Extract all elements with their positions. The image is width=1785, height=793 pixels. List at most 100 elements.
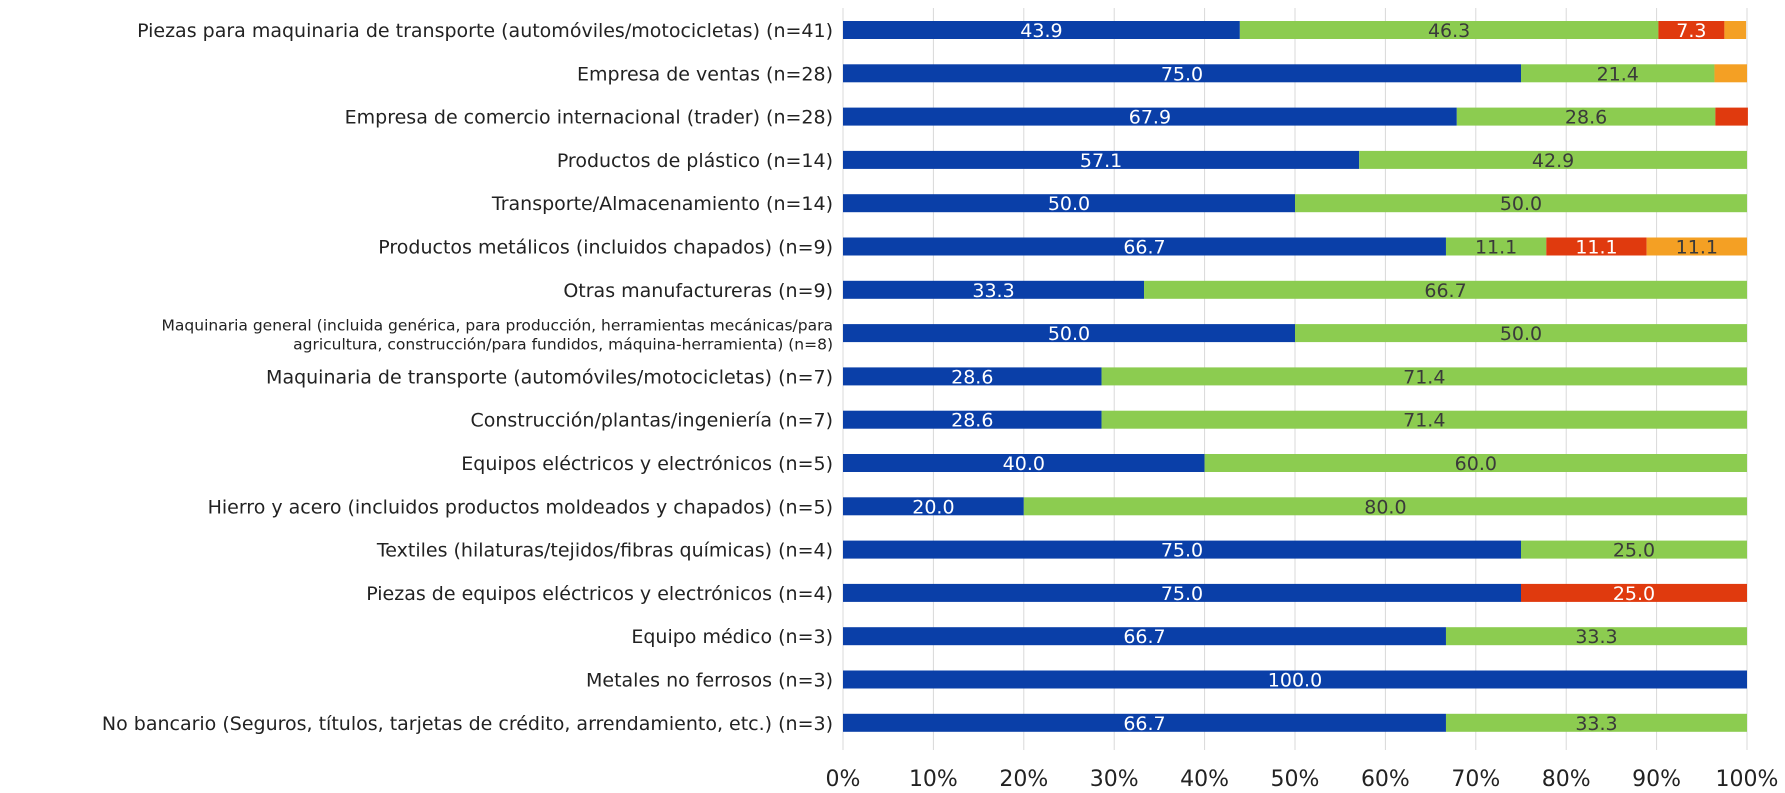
bar-segment	[1658, 21, 1725, 39]
bar-row: 75.0 25.0	[843, 540, 1747, 562]
category-label: Piezas de equipos eléctricos y electróni…	[366, 583, 833, 605]
bar-segment	[1295, 194, 1747, 213]
data-label: 33.3	[1575, 713, 1617, 735]
bar-segment	[1445, 713, 1747, 732]
bar-row: 50.0 50.0	[843, 323, 1747, 345]
data-label: 28.6	[1565, 107, 1607, 129]
bar-segment	[1715, 107, 1748, 126]
x-tick-label: 60%	[1361, 767, 1410, 792]
category-labels: Piezas para maquinaria de transporte (au…	[102, 20, 833, 735]
x-tick-label: 90%	[1632, 767, 1681, 792]
bar-row: 67.9 28.6	[843, 107, 1748, 129]
bar-segment	[1101, 367, 1747, 386]
bar-row: 33.3 66.7	[843, 280, 1747, 302]
bar-segment	[843, 324, 1295, 343]
category-label: No bancario (Seguros, títulos, tarjetas …	[102, 713, 833, 735]
bar-segment	[843, 410, 1102, 429]
bar-row: 57.1 42.9	[843, 150, 1747, 172]
bar-segment	[1546, 237, 1647, 256]
bar-segment	[843, 367, 1102, 386]
category-label: Metales no ferrosos (n=3)	[586, 670, 833, 692]
bar-segment	[843, 540, 1521, 559]
data-label: 42.9	[1532, 150, 1574, 172]
bar-segment	[1295, 324, 1747, 343]
bars: 43.9 46.3 7.375.0 21.467.9 28.657.1 42.950.0 5…	[843, 20, 1748, 735]
category-label: Maquinaria de transporte (automóviles/mo…	[266, 366, 833, 388]
data-label: 11.1	[1676, 237, 1718, 259]
bar-segment	[1724, 21, 1747, 39]
data-label: 66.7	[1123, 237, 1165, 259]
bar-segment	[1521, 64, 1715, 83]
category-label: Empresa de ventas (n=28)	[577, 63, 833, 85]
bar-segment	[1456, 107, 1716, 126]
data-label: 33.3	[972, 280, 1014, 302]
bar-segment	[1101, 410, 1747, 429]
x-tick-label: 10%	[909, 767, 958, 792]
data-label: 43.9	[1020, 20, 1062, 42]
category-label: Textiles (hilaturas/tejidos/fibras quími…	[376, 540, 833, 562]
bar-segment	[843, 194, 1295, 213]
category-label: Piezas para maquinaria de transporte (au…	[137, 20, 833, 42]
bar-row: 28.6 71.4	[843, 366, 1747, 388]
bar-segment	[843, 64, 1521, 83]
data-label: 80.0	[1364, 496, 1406, 518]
data-label: 46.3	[1428, 20, 1470, 42]
bar-segment	[843, 21, 1240, 39]
category-label: Otras manufactureras (n=9)	[563, 280, 833, 302]
bar-segment	[1646, 237, 1747, 256]
data-label: 67.9	[1129, 107, 1171, 129]
x-tick-label: 0%	[826, 767, 861, 792]
data-label: 25.0	[1613, 540, 1655, 562]
bar-segment	[1521, 583, 1747, 602]
data-label: 57.1	[1080, 150, 1122, 172]
data-label: 50.0	[1048, 323, 1090, 345]
data-label: 71.4	[1403, 366, 1445, 388]
bar-segment	[1714, 64, 1747, 83]
data-label: 66.7	[1123, 713, 1165, 735]
bar-segment	[1239, 21, 1659, 39]
bar-segment	[843, 150, 1360, 169]
bar-segment	[843, 454, 1205, 472]
x-tick-label: 40%	[1180, 767, 1229, 792]
x-tick-label: 100%	[1716, 767, 1779, 792]
category-label: Productos metálicos (incluidos chapados)…	[378, 237, 833, 259]
bar-segment	[843, 627, 1446, 646]
bar-segment	[1359, 150, 1747, 169]
data-label: 21.4	[1597, 63, 1639, 85]
category-label: Transporte/Almacenamiento (n=14)	[491, 193, 833, 215]
data-label: 7.3	[1676, 20, 1706, 42]
data-label: 100.0	[1268, 670, 1322, 692]
bar-row: 66.7 11.1 11.1 11.1	[843, 237, 1747, 259]
bar-segment	[1445, 237, 1547, 256]
bar-row: 75.0 25.0	[843, 583, 1747, 605]
data-label: 50.0	[1048, 193, 1090, 215]
bar-segment	[1023, 497, 1747, 516]
bar-segment	[843, 670, 1747, 689]
bar-segment	[1445, 627, 1747, 646]
category-label: Hierro y acero (incluidos productos mold…	[208, 496, 833, 518]
data-label: 75.0	[1161, 583, 1203, 605]
data-label: 50.0	[1500, 323, 1542, 345]
bar-segment	[843, 713, 1446, 732]
data-label: 40.0	[1003, 453, 1045, 475]
data-label: 71.4	[1403, 410, 1445, 432]
category-label: Maquinaria general (incluida genérica, p…	[162, 317, 833, 354]
bar-row: 100.0	[843, 670, 1747, 692]
data-label: 60.0	[1455, 453, 1497, 475]
bar-row: 66.7 33.3	[843, 626, 1747, 648]
category-label: Construcción/plantas/ingeniería (n=7)	[470, 410, 833, 432]
data-label: 28.6	[951, 366, 993, 388]
category-label: Empresa de comercio internacional (trade…	[345, 107, 833, 129]
data-label: 11.1	[1575, 237, 1617, 259]
data-label: 11.1	[1475, 237, 1517, 259]
bar-row: 28.6 71.4	[843, 410, 1747, 432]
x-tick-label: 30%	[1090, 767, 1139, 792]
category-label: Equipo médico (n=3)	[631, 626, 833, 648]
data-label: 28.6	[951, 410, 993, 432]
bar-segment	[843, 583, 1521, 602]
bar-row: 40.0 60.0	[843, 453, 1747, 475]
category-label: Productos de plástico (n=14)	[557, 150, 833, 172]
data-label: 66.7	[1424, 280, 1466, 302]
data-label: 66.7	[1123, 626, 1165, 648]
